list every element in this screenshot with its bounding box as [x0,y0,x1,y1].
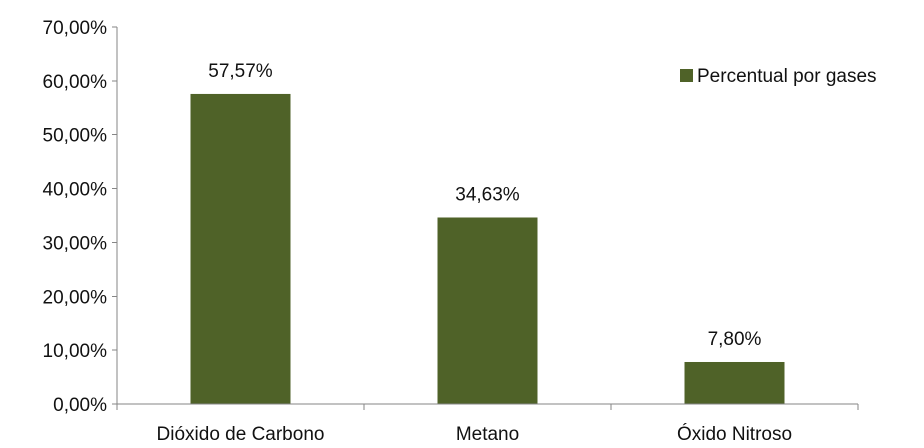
x-axis-labels: Dióxido de Carbono Metano Óxido Nitroso [157,423,793,445]
legend-swatch [680,69,693,82]
axes-group [116,27,859,410]
y-tick-label: 30,00% [43,233,108,254]
y-tick-label: 10,00% [43,341,108,362]
x-category-label: Dióxido de Carbono [157,424,325,445]
legend-label: Percentual por gases [697,66,877,87]
x-category-label: Metano [456,424,519,445]
bar [684,361,785,404]
y-tick-label: 0,00% [53,395,107,416]
y-axis-ticks: 0,00% 10,00% 20,00% 30,00% 40,00% 50,00% 60,00… [43,18,117,416]
data-labels-group: 57,57% 34,63% 7,80% [208,61,761,350]
data-label: 57,57% [208,61,273,82]
data-label: 34,63% [455,184,520,205]
y-tick-label: 70,00% [43,18,108,39]
x-category-label: Óxido Nitroso [677,423,792,445]
bars-group [190,93,785,404]
bar [437,217,538,404]
bar [190,93,291,404]
y-tick-label: 40,00% [43,180,108,201]
y-tick-label: 60,00% [43,72,108,93]
data-label: 7,80% [708,329,762,350]
y-tick-label: 50,00% [43,126,108,147]
legend: Percentual por gases [680,66,877,87]
y-tick-label: 20,00% [43,287,108,308]
